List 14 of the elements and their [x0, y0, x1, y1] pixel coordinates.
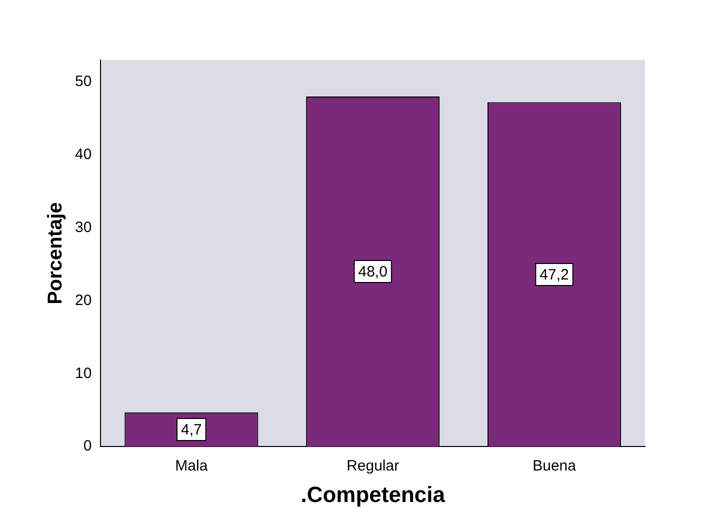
- y-tick-label: 30: [74, 218, 92, 236]
- y-tick-label: 0: [83, 438, 92, 455]
- y-tick-label: 20: [74, 292, 92, 309]
- y-tick-label: 40: [74, 146, 92, 163]
- y-tick-label: 50: [74, 73, 92, 90]
- y-axis-title: Porcentaje: [44, 202, 67, 304]
- y-tick-label: 10: [74, 364, 92, 382]
- x-axis-title: .Competencia: [300, 482, 446, 507]
- data-label: 47,2: [540, 266, 569, 284]
- x-tick-label: Buena: [532, 458, 577, 475]
- x-tick-label: Regular: [346, 458, 400, 475]
- data-label: 4,7: [180, 422, 202, 439]
- data-label: 48,0: [358, 264, 388, 281]
- x-tick-label: Mala: [175, 458, 208, 475]
